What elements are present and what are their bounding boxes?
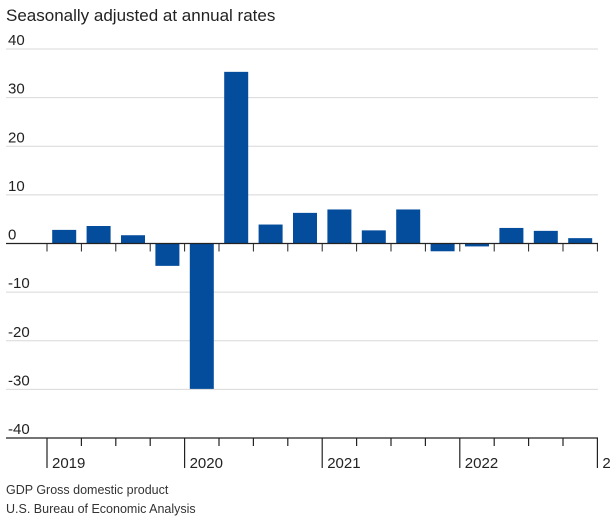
bar	[189, 243, 214, 389]
bar	[258, 224, 283, 244]
bar	[465, 243, 489, 247]
bar	[361, 230, 386, 244]
bar	[224, 71, 249, 244]
year-label: 2019	[52, 455, 85, 472]
y-tick-label: -40	[8, 421, 30, 438]
bar	[293, 212, 317, 244]
y-tick-label: -10	[8, 275, 30, 292]
y-tick-label: 30	[8, 81, 25, 98]
bar	[121, 235, 145, 244]
bar	[52, 229, 77, 244]
year-label: 2020	[190, 455, 223, 472]
y-tick-label: 40	[8, 32, 25, 49]
year-label: 2021	[327, 455, 360, 472]
year-label: 2023	[602, 455, 610, 472]
y-tick-label: 20	[8, 129, 25, 146]
bar	[396, 209, 421, 244]
y-tick-label: -20	[8, 324, 30, 341]
bar	[430, 243, 455, 252]
y-tick-label: -30	[8, 372, 30, 389]
bar	[86, 225, 111, 244]
bar	[533, 230, 558, 244]
bar	[568, 238, 593, 244]
y-tick-label: 0	[8, 227, 16, 244]
footnote-abbreviation: GDP Gross domestic product	[6, 483, 169, 497]
y-tick-label: 10	[8, 178, 25, 195]
footnote-source: U.S. Bureau of Economic Analysis	[6, 502, 196, 516]
bar	[155, 243, 180, 266]
chart-title: Seasonally adjusted at annual rates	[6, 6, 276, 25]
bar	[327, 209, 352, 244]
year-label: 2022	[465, 455, 498, 472]
bar	[499, 227, 524, 244]
